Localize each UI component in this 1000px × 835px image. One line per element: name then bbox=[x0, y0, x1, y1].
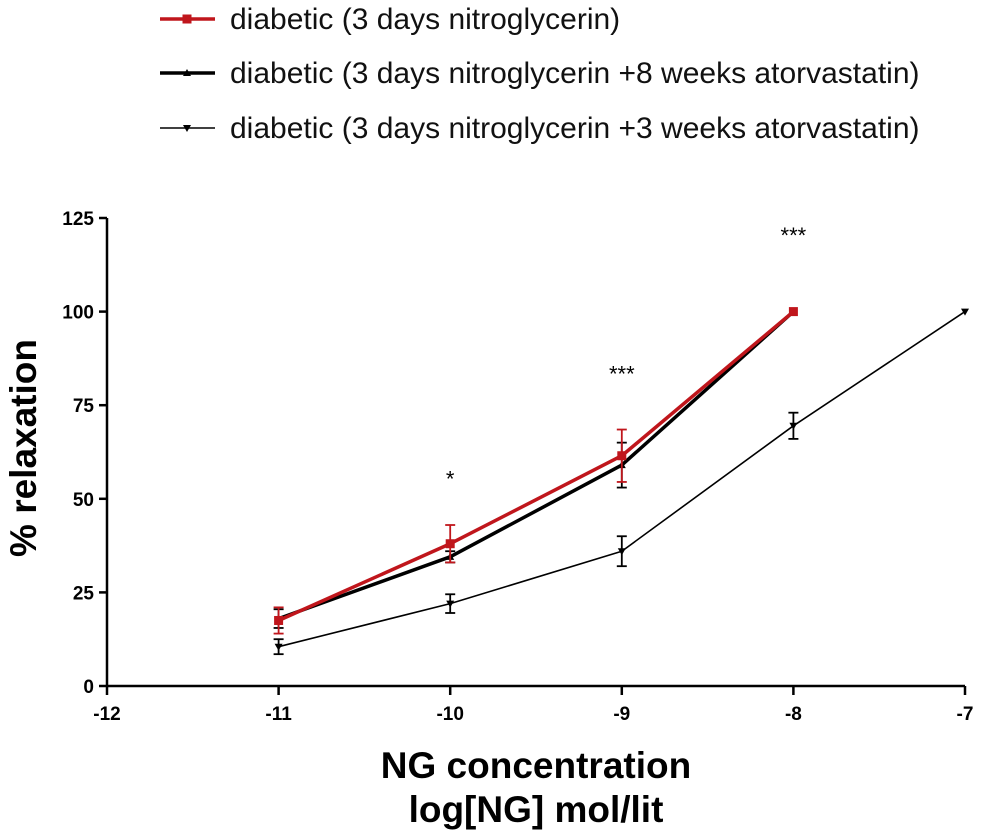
square-marker bbox=[788, 307, 798, 317]
y-tick-label: 25 bbox=[73, 583, 95, 604]
significance-marker: *** bbox=[609, 362, 635, 387]
triangle-down-marker bbox=[961, 308, 969, 316]
legend-label: diabetic (3 days nitroglycerin) bbox=[230, 3, 620, 36]
y-tick-label: 100 bbox=[62, 303, 94, 324]
significance-marker: * bbox=[446, 466, 455, 491]
triangle-up-marker bbox=[183, 69, 191, 76]
x-tick-label: -10 bbox=[436, 704, 463, 725]
x-tick-label: -9 bbox=[613, 704, 630, 725]
y-axis: 0 25 50 75 100 125 bbox=[62, 209, 109, 698]
series-line bbox=[278, 310, 795, 621]
y-tick-label: 0 bbox=[83, 677, 94, 698]
series-layer bbox=[273, 307, 969, 656]
y-tick-label: 75 bbox=[73, 396, 95, 417]
y-tick-label: 125 bbox=[62, 209, 94, 230]
x-axis-subtitle: log[NG] mol/lit bbox=[409, 789, 664, 830]
series-line bbox=[277, 310, 795, 623]
series-2 bbox=[273, 307, 798, 629]
triangle-down-marker bbox=[617, 548, 626, 556]
significance-annotations: ******* bbox=[446, 223, 807, 491]
legend-entry-2: diabetic (3 days nitroglycerin +8 weeks … bbox=[160, 57, 920, 90]
significance-marker: *** bbox=[781, 223, 807, 248]
x-axis: -12 -11 -10 -9 -8 -7 bbox=[93, 684, 974, 725]
square-marker bbox=[182, 14, 192, 24]
y-tick-label: 50 bbox=[73, 490, 94, 511]
legend-label: diabetic (3 days nitroglycerin +8 weeks … bbox=[230, 57, 920, 90]
x-tick-label: -12 bbox=[93, 704, 120, 725]
triangle-down-marker bbox=[274, 643, 283, 651]
square-marker bbox=[617, 451, 627, 461]
y-axis-title: % relaxation bbox=[3, 339, 44, 557]
square-marker bbox=[445, 539, 455, 549]
x-axis-title: NG concentration bbox=[381, 745, 691, 786]
legend-label: diabetic (3 days nitroglycerin +3 weeks … bbox=[230, 112, 920, 145]
legend: diabetic (3 days nitroglycerin) diabetic … bbox=[160, 3, 920, 145]
x-tick-label: -7 bbox=[957, 704, 974, 725]
square-marker bbox=[274, 615, 284, 625]
triangle-down-marker bbox=[789, 422, 798, 430]
series-1 bbox=[273, 307, 798, 635]
series-3 bbox=[273, 308, 969, 656]
x-tick-label: -8 bbox=[785, 704, 802, 725]
legend-entry-3: diabetic (3 days nitroglycerin +3 weeks … bbox=[160, 112, 920, 145]
legend-entry-1: diabetic (3 days nitroglycerin) bbox=[160, 3, 620, 36]
x-tick-label: -11 bbox=[265, 704, 292, 725]
triangle-down-marker bbox=[446, 600, 455, 608]
triangle-down-marker bbox=[183, 125, 191, 132]
